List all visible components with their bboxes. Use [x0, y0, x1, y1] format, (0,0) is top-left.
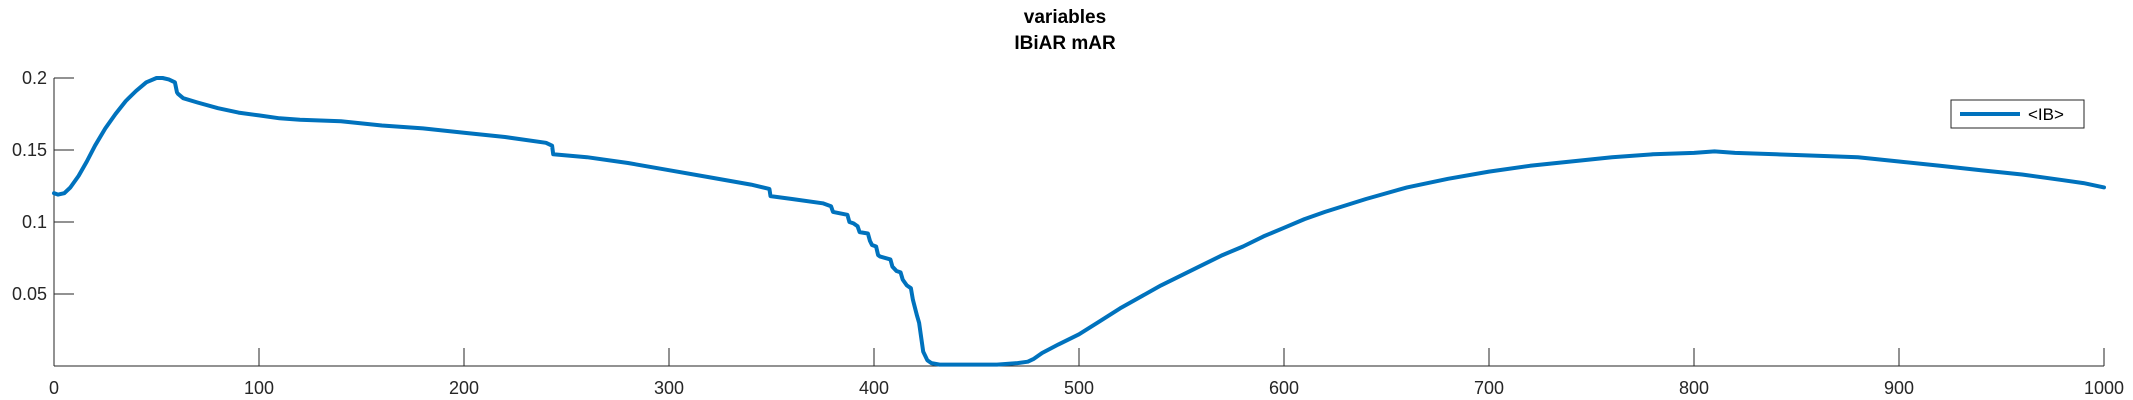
legend: <IB> — [1950, 99, 2085, 129]
series-layer — [52, 76, 2106, 367]
y-tick-label: 0.15 — [12, 140, 47, 160]
x-tick-label: 800 — [1679, 378, 1709, 398]
legend-label: <IB> — [2028, 105, 2064, 124]
x-tick-label: 400 — [859, 378, 889, 398]
chart-subtitle: IBiAR mAR — [1014, 33, 1116, 54]
x-tick-label: 1000 — [2084, 378, 2124, 398]
y-tick-label: 0.05 — [12, 284, 47, 304]
x-tick-label: 600 — [1269, 378, 1299, 398]
series-line-0 — [52, 76, 2106, 367]
chart-title: variables — [1024, 7, 1106, 28]
axes — [53, 78, 2104, 367]
x-tick-label: 900 — [1884, 378, 1914, 398]
x-tick-label: 500 — [1064, 378, 1094, 398]
x-tick-label: 700 — [1474, 378, 1504, 398]
x-tick-label: 0 — [49, 378, 59, 398]
y-ticks: 0.05 0.1 0.15 0.2 — [12, 68, 74, 304]
x-ticks: 0 100 200 300 400 500 600 700 800 900 1000 — [49, 348, 2124, 398]
x-tick-label: 300 — [654, 378, 684, 398]
x-tick-label: 200 — [449, 378, 479, 398]
x-tick-label: 100 — [244, 378, 274, 398]
y-tick-label: 0.2 — [22, 68, 47, 88]
y-tick-label: 0.1 — [22, 212, 47, 232]
